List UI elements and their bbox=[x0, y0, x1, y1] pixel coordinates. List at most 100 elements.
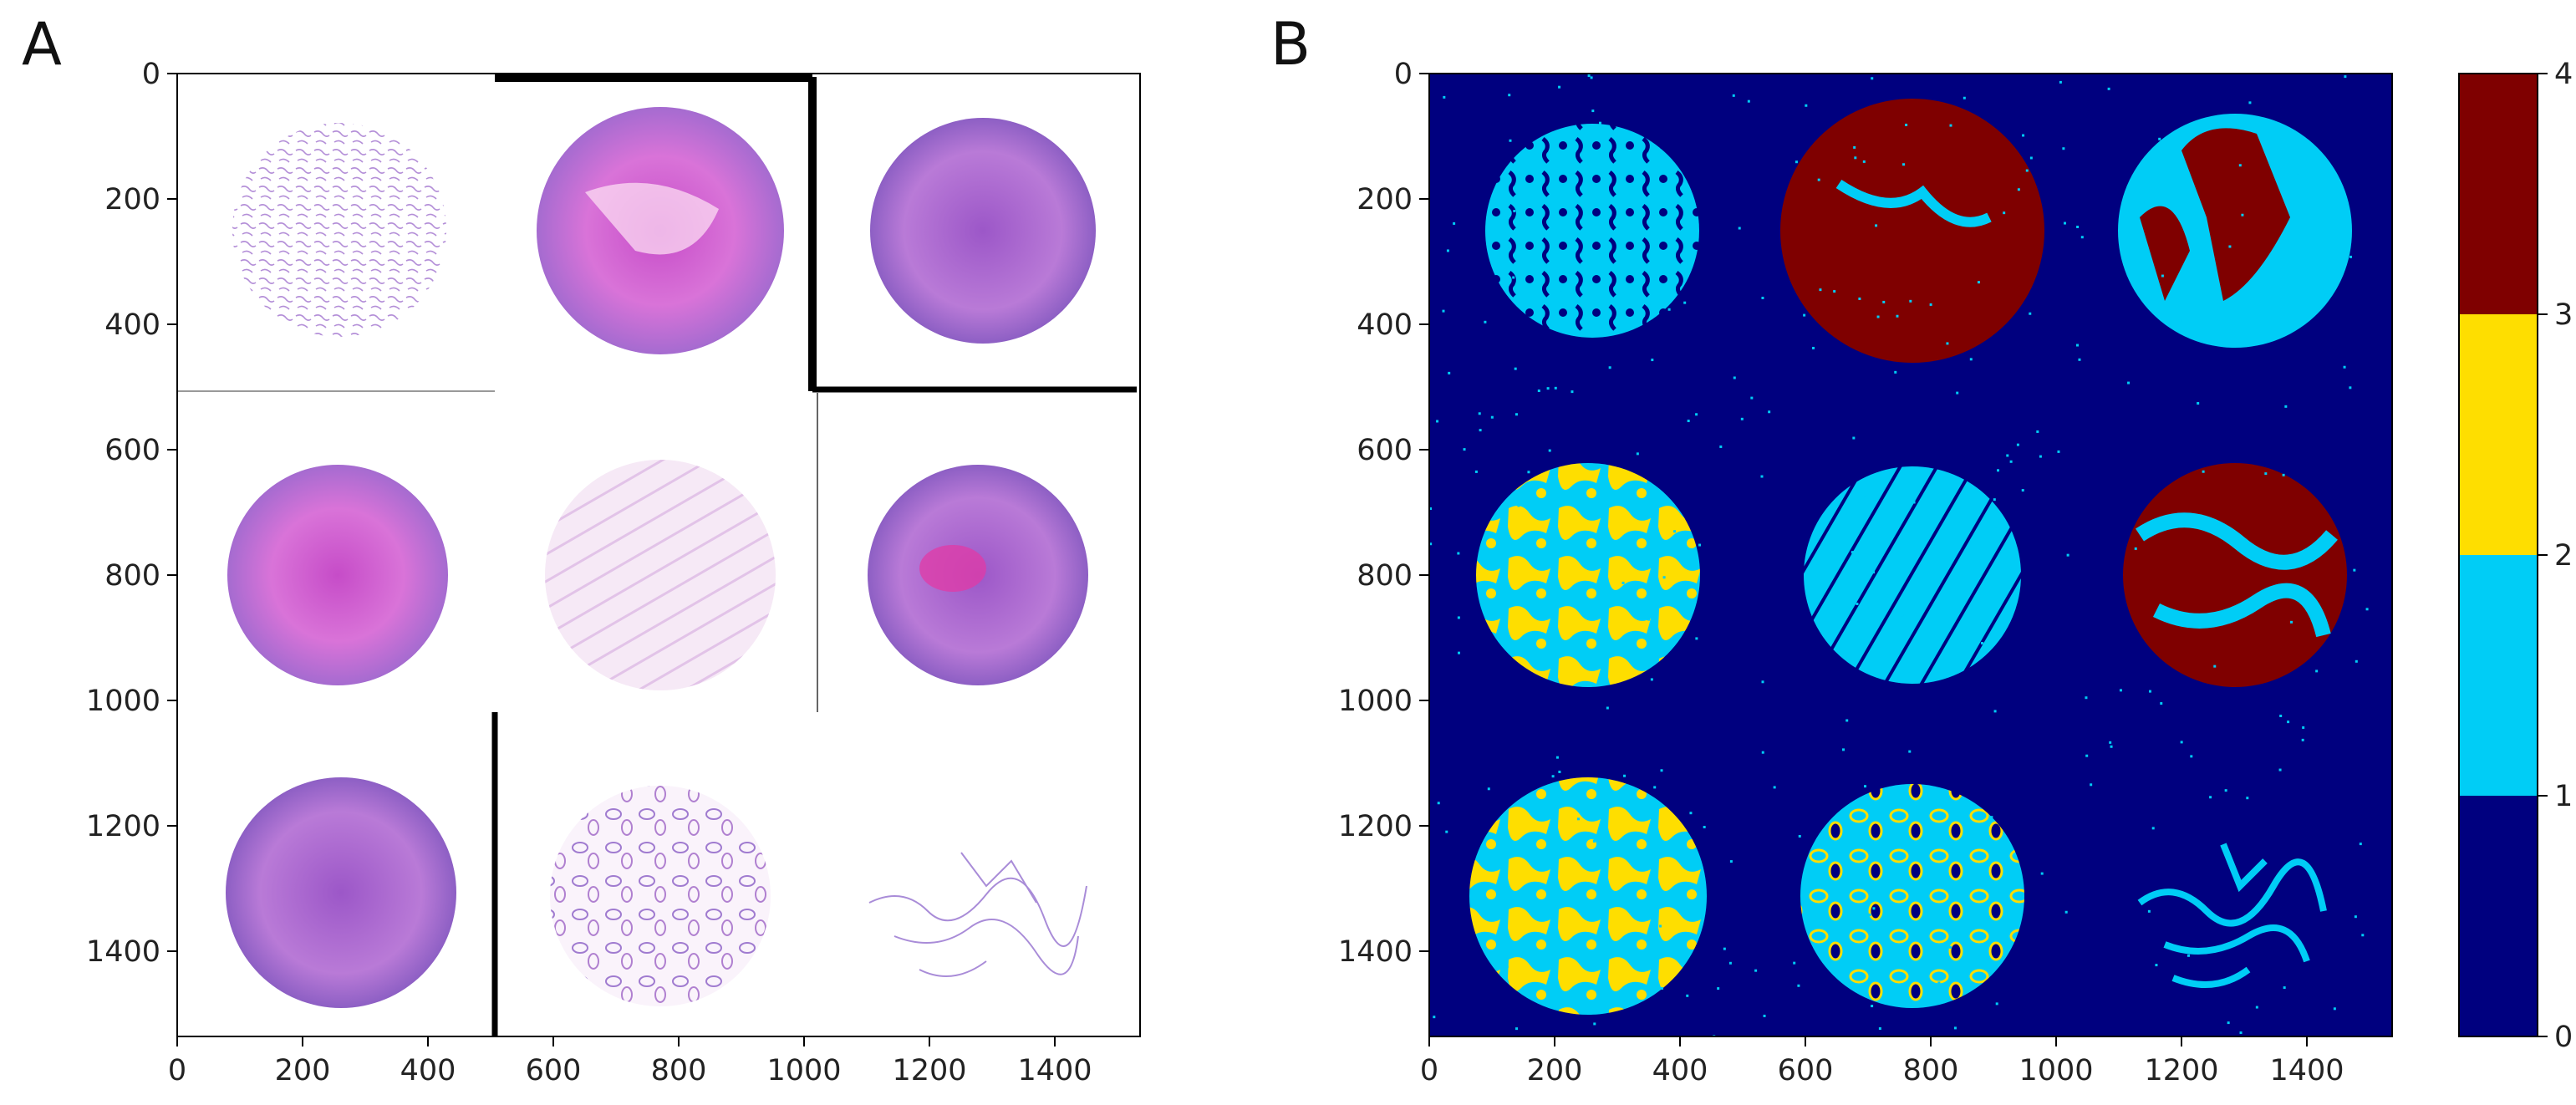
speckle bbox=[1576, 817, 1580, 821]
speckle bbox=[2349, 386, 2352, 390]
speckle bbox=[1548, 449, 1551, 452]
speckle bbox=[1587, 74, 1591, 78]
speckle bbox=[1909, 299, 1912, 303]
speckle bbox=[1732, 94, 1735, 97]
speckle bbox=[2287, 721, 2290, 724]
speckle bbox=[1555, 756, 1559, 759]
y-tick-label: 1000 bbox=[1338, 685, 1413, 718]
speckle bbox=[1862, 905, 1866, 909]
y-tick-label: 600 bbox=[1357, 434, 1413, 467]
y-tick-label: 1400 bbox=[86, 935, 160, 969]
speckle bbox=[1937, 479, 1941, 482]
speckle bbox=[1901, 614, 1904, 617]
speckle bbox=[1854, 156, 1857, 160]
x-tick-label: 1000 bbox=[766, 1054, 841, 1087]
speckle bbox=[1851, 880, 1855, 883]
speckle bbox=[2264, 472, 2268, 476]
speckle bbox=[1532, 551, 1535, 554]
speckle bbox=[2296, 174, 2299, 177]
speckle bbox=[1763, 1014, 1766, 1017]
speckle bbox=[1868, 913, 1871, 916]
label-core-r0c1-cyan-veins bbox=[1835, 179, 1992, 227]
speckle bbox=[2190, 755, 2193, 758]
speckle bbox=[1650, 873, 1653, 876]
speckle bbox=[1660, 769, 1663, 772]
speckle bbox=[2090, 783, 2093, 787]
speckle bbox=[2066, 553, 2069, 557]
colorbar-tick-label: 1 bbox=[2554, 780, 2573, 813]
speckle bbox=[1517, 504, 1520, 507]
speckle bbox=[1773, 786, 1776, 789]
x-tick-label: 600 bbox=[526, 1054, 582, 1087]
speckle bbox=[1508, 211, 1511, 215]
speckle bbox=[1623, 774, 1627, 777]
speckle bbox=[1819, 288, 1822, 292]
speckle bbox=[1448, 371, 1451, 374]
speckle bbox=[2344, 75, 2347, 79]
speckle bbox=[2127, 381, 2131, 384]
speckle bbox=[1754, 969, 1758, 972]
x-tick-label: 1200 bbox=[2144, 1054, 2218, 1087]
speckle bbox=[1969, 358, 1973, 361]
speckle bbox=[2353, 568, 2356, 572]
x-tick-label: 1000 bbox=[2019, 1054, 2093, 1087]
speckle bbox=[1487, 787, 1490, 791]
x-tick-label: 1400 bbox=[2269, 1054, 2344, 1087]
tissue-core-r0c2 bbox=[870, 118, 1096, 344]
speckle bbox=[1868, 606, 1871, 609]
speckle bbox=[1871, 77, 1874, 80]
speckle bbox=[2355, 659, 2358, 663]
speckle bbox=[1946, 873, 1949, 877]
speckle bbox=[2075, 344, 2079, 347]
speckle bbox=[1546, 387, 1550, 390]
speckle bbox=[2209, 796, 2212, 799]
speckle bbox=[1980, 641, 1983, 644]
y-tick-label: 1000 bbox=[86, 685, 160, 718]
speckle bbox=[1994, 525, 1998, 528]
speckle bbox=[1490, 415, 1494, 419]
speckle bbox=[1993, 710, 1997, 713]
speckle bbox=[1689, 812, 1693, 815]
speckle bbox=[2085, 754, 2089, 757]
y-tick-label: 400 bbox=[104, 308, 160, 342]
speckle bbox=[1949, 124, 1952, 127]
speckle bbox=[1993, 498, 1996, 502]
speckle bbox=[2321, 902, 2324, 905]
speckle bbox=[1540, 308, 1544, 312]
x-tick-label: 200 bbox=[1527, 1054, 1583, 1087]
colorbar-segment bbox=[2459, 314, 2538, 555]
speckle bbox=[1437, 802, 1440, 805]
x-tick-label: 400 bbox=[400, 1054, 456, 1087]
speckle bbox=[2160, 702, 2163, 705]
speckle bbox=[1967, 858, 1970, 861]
speckle bbox=[2062, 147, 2065, 150]
colorbar-segment bbox=[2459, 555, 2538, 796]
label-core-r2c0 bbox=[1469, 777, 1707, 1015]
speckle bbox=[1606, 706, 1609, 710]
x-tick-label: 600 bbox=[1778, 1054, 1834, 1087]
speckle bbox=[1948, 945, 1952, 949]
speckle bbox=[1433, 1016, 1436, 1019]
speckle bbox=[1978, 953, 1981, 956]
speckle bbox=[1768, 410, 1771, 414]
speckle bbox=[1591, 109, 1595, 113]
speckle bbox=[1673, 530, 1677, 533]
speckle bbox=[2181, 319, 2185, 323]
y-tick-label: 600 bbox=[104, 434, 160, 467]
label-core-r0c0 bbox=[1485, 124, 1699, 338]
speckle bbox=[1505, 965, 1509, 969]
speckle bbox=[2283, 986, 2286, 990]
speckle bbox=[1457, 616, 1460, 619]
speckle bbox=[1550, 837, 1553, 840]
label-core-r0c1 bbox=[1780, 99, 2044, 363]
x-tick-label: 800 bbox=[651, 1054, 707, 1087]
speckle bbox=[1842, 748, 1845, 751]
speckle bbox=[1510, 230, 1514, 233]
speckle bbox=[1875, 224, 1878, 227]
label-core-r0c2-class3b bbox=[2140, 206, 2190, 301]
speckle bbox=[1738, 227, 1741, 230]
speckle bbox=[2354, 915, 2357, 919]
speckle bbox=[1545, 501, 1549, 504]
speckle bbox=[1695, 637, 1698, 640]
speckle bbox=[2107, 87, 2110, 90]
